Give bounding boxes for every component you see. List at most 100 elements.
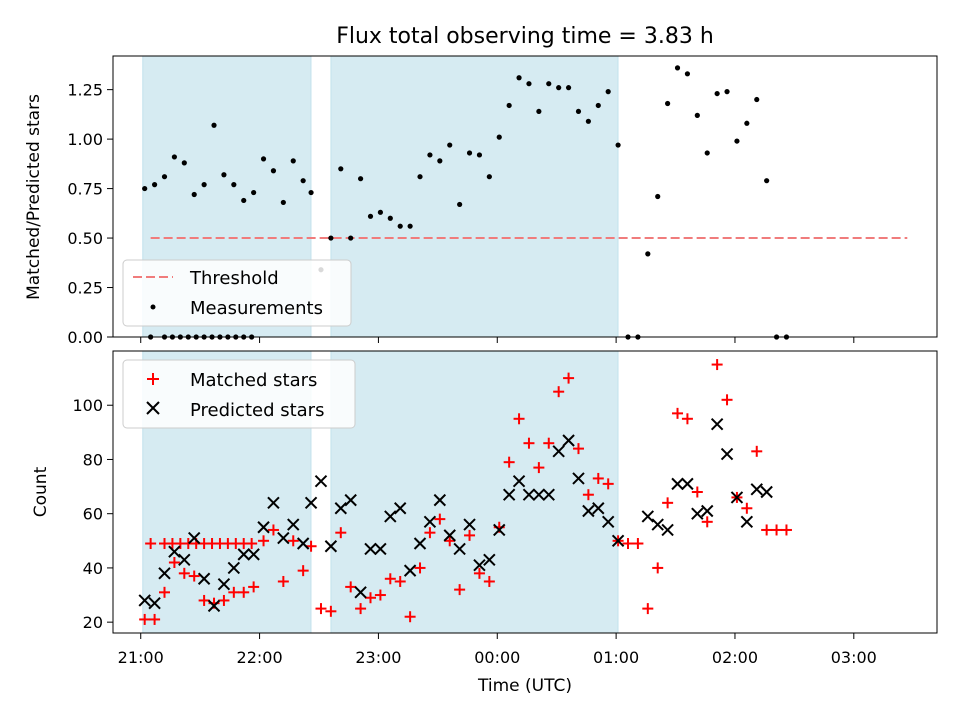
legend-predicted-label: Predicted stars [190, 400, 324, 421]
bottom-axis-ticks: 20 40 60 80 100 21:00 22:00 23:00 00:00 01:00 02:0… [72, 396, 876, 667]
measurement-point [447, 142, 453, 148]
measurement-point [506, 102, 512, 109]
matched-star-point [681, 413, 693, 425]
matched-star-point [533, 462, 545, 474]
predicted-star-point [730, 491, 744, 504]
top-y-tick-label: 1.00 [67, 130, 103, 149]
top-shaded-interval [330, 55, 619, 338]
matched-star-point [238, 586, 250, 598]
measurement-point [764, 178, 770, 184]
predicted-star-point [473, 559, 486, 572]
bottom-data-marks [138, 359, 792, 625]
matched-star-point [483, 575, 495, 587]
predicted-star-point [572, 472, 585, 485]
predicted-star-point [334, 502, 347, 515]
predicted-star-point [512, 474, 526, 488]
measurement-point [357, 176, 364, 182]
matched-star-point [297, 565, 309, 577]
predicted-star-point [691, 507, 704, 520]
measurement-point [270, 168, 277, 174]
matched-star-point [315, 603, 327, 615]
bottom-legend: Matched stars Predicted stars [122, 359, 356, 429]
bottom-y-tick-label: 100 [72, 396, 103, 415]
predicted-star-point [384, 510, 397, 523]
measurement-point [714, 90, 720, 97]
matched-star-point [159, 586, 170, 598]
predicted-star-point [562, 434, 575, 447]
measurement-point [338, 166, 344, 172]
matched-star-point [711, 359, 723, 371]
matched-star-point [780, 524, 792, 536]
matched-star-point [662, 497, 674, 509]
measurement-point [704, 150, 710, 156]
measurement-point [241, 197, 247, 204]
measurement-point [251, 189, 257, 196]
matched-star-point [335, 527, 347, 539]
matched-star-point [218, 594, 230, 606]
measurement-point [437, 158, 443, 164]
measurement-point [328, 235, 334, 241]
predicted-star-point [148, 596, 161, 610]
predicted-star-point [287, 518, 300, 531]
predicted-star-point [552, 445, 565, 458]
top-y-tick-label: 0.00 [67, 328, 103, 347]
legend-measurements-swatch [150, 304, 156, 310]
x-tick-label: 01:00 [593, 648, 639, 667]
predicted-star-point [344, 493, 357, 507]
predicted-star-point [324, 540, 338, 553]
measurement-point [367, 213, 374, 219]
predicted-star-point [493, 523, 506, 537]
matched-star-point [325, 605, 337, 617]
matched-star-point [464, 529, 476, 541]
bottom-shaded-interval [330, 350, 619, 634]
matched-star-point [374, 589, 386, 601]
matched-star-point [178, 567, 190, 579]
matched-star-point [258, 535, 270, 547]
matched-star-point [642, 603, 654, 615]
matched-star-point [277, 575, 289, 587]
predicted-star-point [374, 542, 387, 556]
matched-star-point [751, 445, 763, 457]
matched-star-point [267, 524, 279, 536]
predicted-star-point [158, 567, 171, 580]
measurement-point [645, 251, 651, 257]
legend-threshold-label: Threshold [189, 268, 279, 289]
matched-star-point [424, 527, 436, 539]
top-axes-frame [112, 55, 938, 338]
predicted-star-point [354, 586, 367, 599]
x-tick-label: 00:00 [474, 648, 520, 667]
measurement-point [605, 89, 611, 95]
predicted-star-point [522, 488, 536, 501]
predicted-star-point [178, 553, 191, 566]
x-tick-label: 02:00 [712, 648, 758, 667]
predicted-star-point [760, 485, 773, 499]
top-y-tick-label: 1.25 [67, 81, 103, 100]
matched-star-point [672, 407, 684, 419]
matched-star-point [503, 456, 515, 468]
bottom-y-tick-label: 80 [83, 450, 103, 469]
measurement-point [734, 138, 740, 144]
measurement-point [417, 174, 423, 180]
matched-star-point [394, 575, 406, 587]
matched-star-point [248, 581, 260, 593]
predicted-star-point [168, 545, 181, 558]
predicted-star-point [188, 531, 201, 545]
matched-star-point [701, 516, 713, 528]
predicted-star-point [532, 488, 546, 501]
predicted-star-point [453, 542, 466, 556]
measurement-point [171, 154, 178, 160]
matched-star-point [384, 573, 396, 585]
predicted-star-point [671, 477, 684, 491]
predicted-star-point [217, 577, 231, 591]
bottom-axes-frame [112, 350, 938, 634]
top-y-axis-label: Matched/Predicted stars [24, 94, 44, 300]
matched-star-point [246, 538, 258, 550]
matched-star-point [523, 437, 535, 449]
predicted-star-point [138, 594, 151, 607]
predicted-star-point [542, 488, 555, 501]
legend-predicted-swatch [146, 401, 160, 415]
bottom-y-axis-label: Count [31, 466, 51, 517]
matched-star-point [198, 594, 210, 606]
matched-star-point [305, 540, 317, 552]
matched-star-point [572, 443, 584, 455]
